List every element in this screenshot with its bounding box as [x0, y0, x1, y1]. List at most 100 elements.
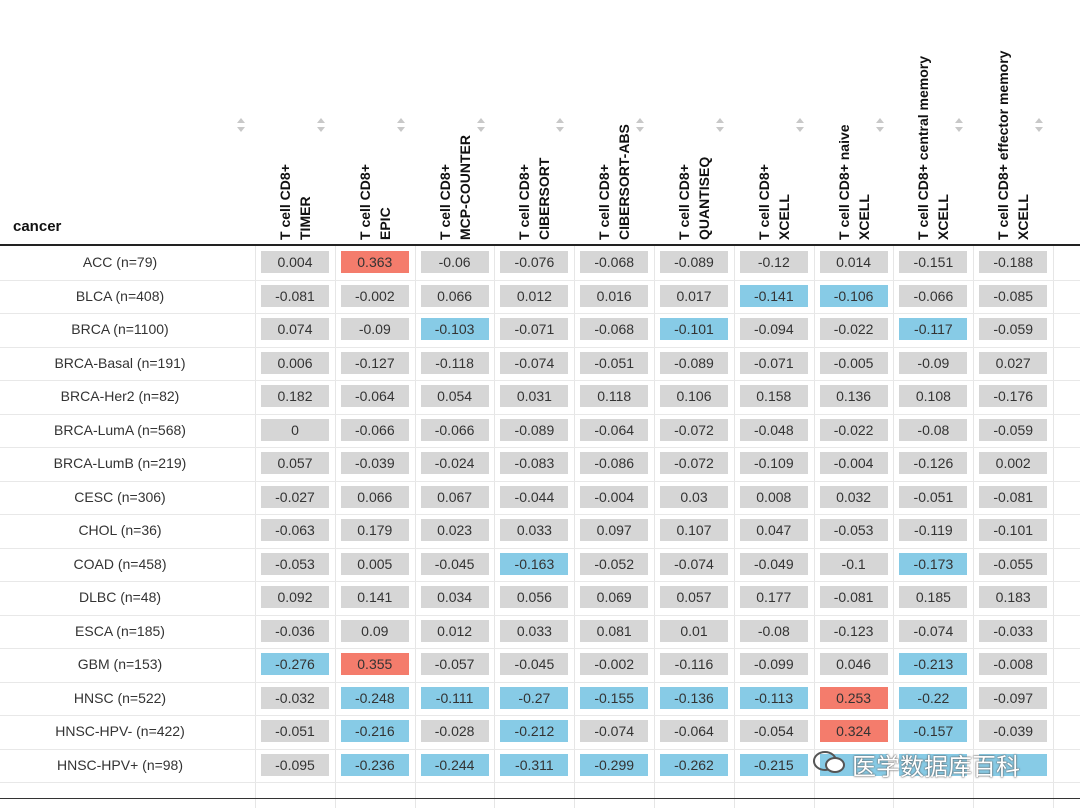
value-cell: 0.057 [261, 452, 329, 474]
value-cell: -0.141 [739, 284, 808, 307]
value-cell: -0.27 [500, 686, 569, 709]
row-separator [0, 648, 1080, 649]
value-cell: -0.051 [580, 351, 649, 374]
value-cell: -0.064 [660, 720, 728, 742]
value-cell: 0.046 [819, 653, 888, 675]
value-cell: 0.002 [979, 452, 1048, 474]
value-cell: 0.09 [340, 619, 409, 642]
value-cell: -0.095 [261, 753, 329, 776]
column-separator [255, 246, 256, 808]
value-cell: -0.116 [660, 653, 728, 675]
value-cell: -0.054 [739, 720, 808, 742]
column-header-line1: T cell CD8+ [277, 164, 293, 240]
row-separator [0, 715, 1080, 716]
column-header-line1: T cell CD8+ [596, 164, 613, 240]
row-label: CHOL (n=36) [78, 522, 162, 538]
value-cell: -0.127 [340, 351, 409, 374]
value-cell: -0.311 [500, 753, 569, 776]
watermark-icon [812, 750, 846, 774]
column-separator [574, 246, 576, 808]
value-cell: -0.074 [899, 619, 968, 642]
value-cell: -0.176 [979, 385, 1048, 407]
column-header-line1: T cell CD8+ central memory [915, 55, 932, 240]
sort-arrows [795, 118, 804, 132]
sort-icon[interactable] [1034, 116, 1044, 134]
value-cell: 0.081 [580, 619, 649, 642]
value-cell: -0.081 [261, 284, 329, 307]
column-separator [494, 246, 496, 808]
value-cell: -0.051 [899, 485, 968, 508]
value-cell: -0.081 [979, 485, 1048, 508]
row-label: ACC (n=79) [82, 254, 158, 270]
column-separator [414, 246, 416, 808]
value-cell: -0.066 [899, 284, 968, 307]
value-cell: 0.107 [660, 519, 728, 541]
value-cell: -0.068 [580, 251, 649, 273]
value-cell: 0.355 [340, 653, 409, 675]
value-cell: -0.12 [739, 251, 808, 273]
value-cell: -0.119 [899, 519, 968, 541]
value-cell: -0.072 [660, 418, 728, 441]
value-cell: -0.101 [979, 519, 1048, 541]
column-header-line2: XCELL [775, 194, 792, 240]
value-cell: -0.002 [580, 653, 649, 675]
sort-icon[interactable] [635, 116, 645, 134]
value-cell: -0.101 [660, 318, 728, 340]
row-label: COAD (n=458) [73, 555, 167, 572]
value-cell: -0.022 [819, 318, 888, 340]
column-separator [654, 246, 655, 808]
value-cell: -0.074 [660, 552, 728, 575]
value-cell: 0.158 [739, 385, 808, 407]
value-cell: -0.024 [420, 452, 489, 474]
row-label: HNSC-HPV+ (n=98) [56, 756, 184, 773]
value-cell: -0.074 [500, 351, 569, 374]
sort-icon[interactable] [316, 116, 326, 134]
value-cell: -0.215 [739, 753, 808, 776]
sort-icon[interactable] [715, 116, 725, 134]
sort-icon[interactable] [236, 116, 246, 134]
column-header-line2: XCELL [1015, 194, 1032, 240]
row-separator [0, 782, 1080, 783]
value-cell: -0.155 [580, 686, 649, 709]
value-cell: -0.072 [660, 452, 728, 474]
column-header-line2: TIMER [297, 196, 313, 240]
value-cell: -0.089 [500, 418, 569, 441]
row-label: BRCA-LumB (n=219) [53, 455, 187, 471]
row-separator [0, 447, 1080, 448]
value-cell: 0.033 [500, 619, 569, 642]
value-cell: -0.051 [261, 720, 329, 742]
column-separator [1053, 246, 1054, 808]
value-cell: -0.188 [979, 251, 1048, 273]
value-cell: 0.023 [420, 519, 489, 541]
value-cell: 0.363 [340, 251, 409, 273]
sort-arrows [1035, 118, 1044, 132]
column-header-line2: CIBERSORT [536, 157, 553, 240]
sort-icon[interactable] [954, 116, 964, 134]
value-cell: 0.006 [261, 351, 329, 374]
value-cell: -0.039 [340, 452, 409, 474]
sort-icon[interactable] [795, 116, 805, 134]
value-cell: -0.045 [500, 653, 569, 675]
sort-arrows [875, 118, 884, 132]
value-cell: -0.126 [899, 452, 968, 474]
sort-icon[interactable] [875, 116, 885, 134]
column-separator [334, 246, 336, 808]
sort-icon[interactable] [396, 116, 406, 134]
value-cell: 0.179 [340, 519, 409, 541]
value-cell: -0.085 [979, 284, 1048, 307]
sort-icon[interactable] [555, 116, 565, 134]
value-cell: -0.086 [580, 452, 649, 474]
value-cell: 0.182 [261, 385, 329, 407]
column-separator [893, 246, 895, 808]
row-label: HNSC (n=522) [73, 689, 167, 706]
value-cell: -0.004 [819, 452, 888, 474]
value-cell: 0.054 [420, 385, 489, 407]
sort-icon[interactable] [476, 116, 486, 134]
value-cell: -0.044 [500, 485, 569, 508]
value-cell: 0 [261, 418, 329, 441]
value-cell: 0.034 [420, 586, 489, 608]
row-separator [0, 279, 1080, 281]
value-cell: -0.053 [261, 552, 329, 575]
value-cell: -0.276 [261, 653, 329, 675]
